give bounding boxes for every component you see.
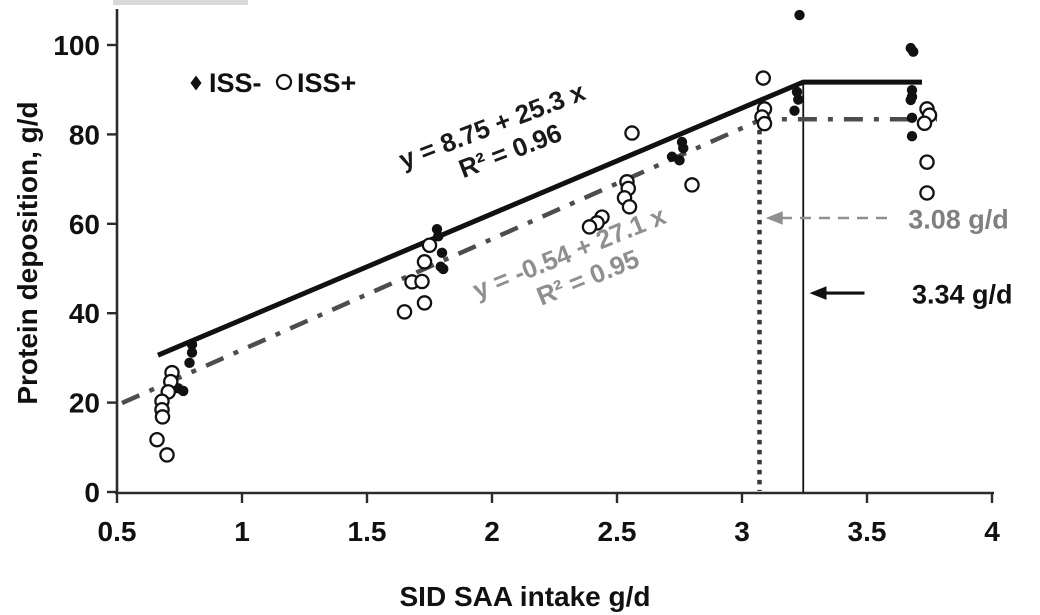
data-point-filled — [438, 263, 449, 275]
data-point-open — [416, 254, 433, 270]
data-point-open — [916, 115, 933, 131]
data-point-filled — [436, 247, 448, 259]
data-point-open — [624, 125, 640, 141]
data-point-open — [159, 447, 175, 463]
y-tick-label: 60 — [69, 209, 100, 240]
breakpoint-label: 3.34 g/d — [912, 279, 1013, 309]
y-tick-label: 0 — [84, 477, 100, 508]
x-tick-label: 1.5 — [348, 516, 387, 547]
data-point-filled — [906, 112, 918, 124]
x-tick-label: 3 — [734, 516, 750, 547]
data-point-open — [919, 185, 935, 201]
data-point-filled — [674, 155, 685, 166]
data-point-filled — [678, 143, 689, 154]
breakpoint-arrowhead — [765, 211, 783, 225]
x-tick-label: 2.5 — [598, 516, 637, 547]
data-point-open — [414, 273, 430, 290]
legend-filled-diamond-icon — [190, 75, 202, 91]
data-point-filled — [793, 94, 804, 105]
screenshot-edge-artifact — [113, 0, 248, 5]
data-point-filled — [184, 357, 195, 369]
data-point-filled — [186, 339, 198, 350]
data-point-filled — [908, 46, 919, 57]
data-point-open — [684, 177, 700, 193]
y-tick-label: 40 — [69, 298, 100, 329]
data-point-open — [149, 431, 165, 448]
data-point-open — [581, 219, 598, 235]
fit-equation-group: y = -0.54 + 27.1 xR² = 0.95 — [468, 200, 670, 311]
breakpoint-arrowhead — [809, 286, 827, 300]
data-point-filled — [178, 385, 189, 397]
data-point-open — [919, 154, 935, 170]
x-tick-label: 4 — [984, 516, 1000, 547]
x-axis-title: SID SAA intake g/d — [399, 581, 651, 612]
data-point-filled — [433, 231, 444, 242]
data-point-open — [416, 295, 433, 311]
fit-equation-group: y = 8.75 + 25.3 xR² = 0.96 — [395, 76, 590, 184]
x-tick-label: 2 — [484, 516, 500, 547]
data-point-filled — [906, 130, 918, 142]
data-point-filled — [186, 347, 198, 358]
data-point-open — [396, 304, 413, 320]
data-point-filled — [789, 105, 800, 116]
x-tick-label: 3.5 — [848, 516, 887, 547]
legend-open-circle-icon — [275, 73, 293, 91]
data-point-filled — [905, 94, 916, 106]
data-point-open — [621, 199, 638, 215]
y-tick-label: 80 — [69, 119, 100, 150]
data-point-open — [756, 115, 773, 132]
y-tick-label: 20 — [69, 388, 100, 419]
breakpoint-label: 3.08 g/d — [908, 204, 1009, 234]
x-tick-label: 1 — [234, 516, 250, 547]
x-tick-label: 0.5 — [98, 516, 137, 547]
fit-line-solid — [157, 79, 922, 358]
y-tick-label: 100 — [53, 30, 100, 61]
y-axis-title: Protein deposition, g/d — [12, 101, 43, 405]
data-point-filled — [794, 9, 805, 21]
data-point-open — [421, 237, 438, 254]
legend-label-iss-plus: ISS+ — [297, 68, 356, 98]
legend-label-iss-minus: ISS- — [209, 68, 262, 98]
data-point-open — [755, 70, 772, 86]
data-point-open — [154, 409, 171, 425]
